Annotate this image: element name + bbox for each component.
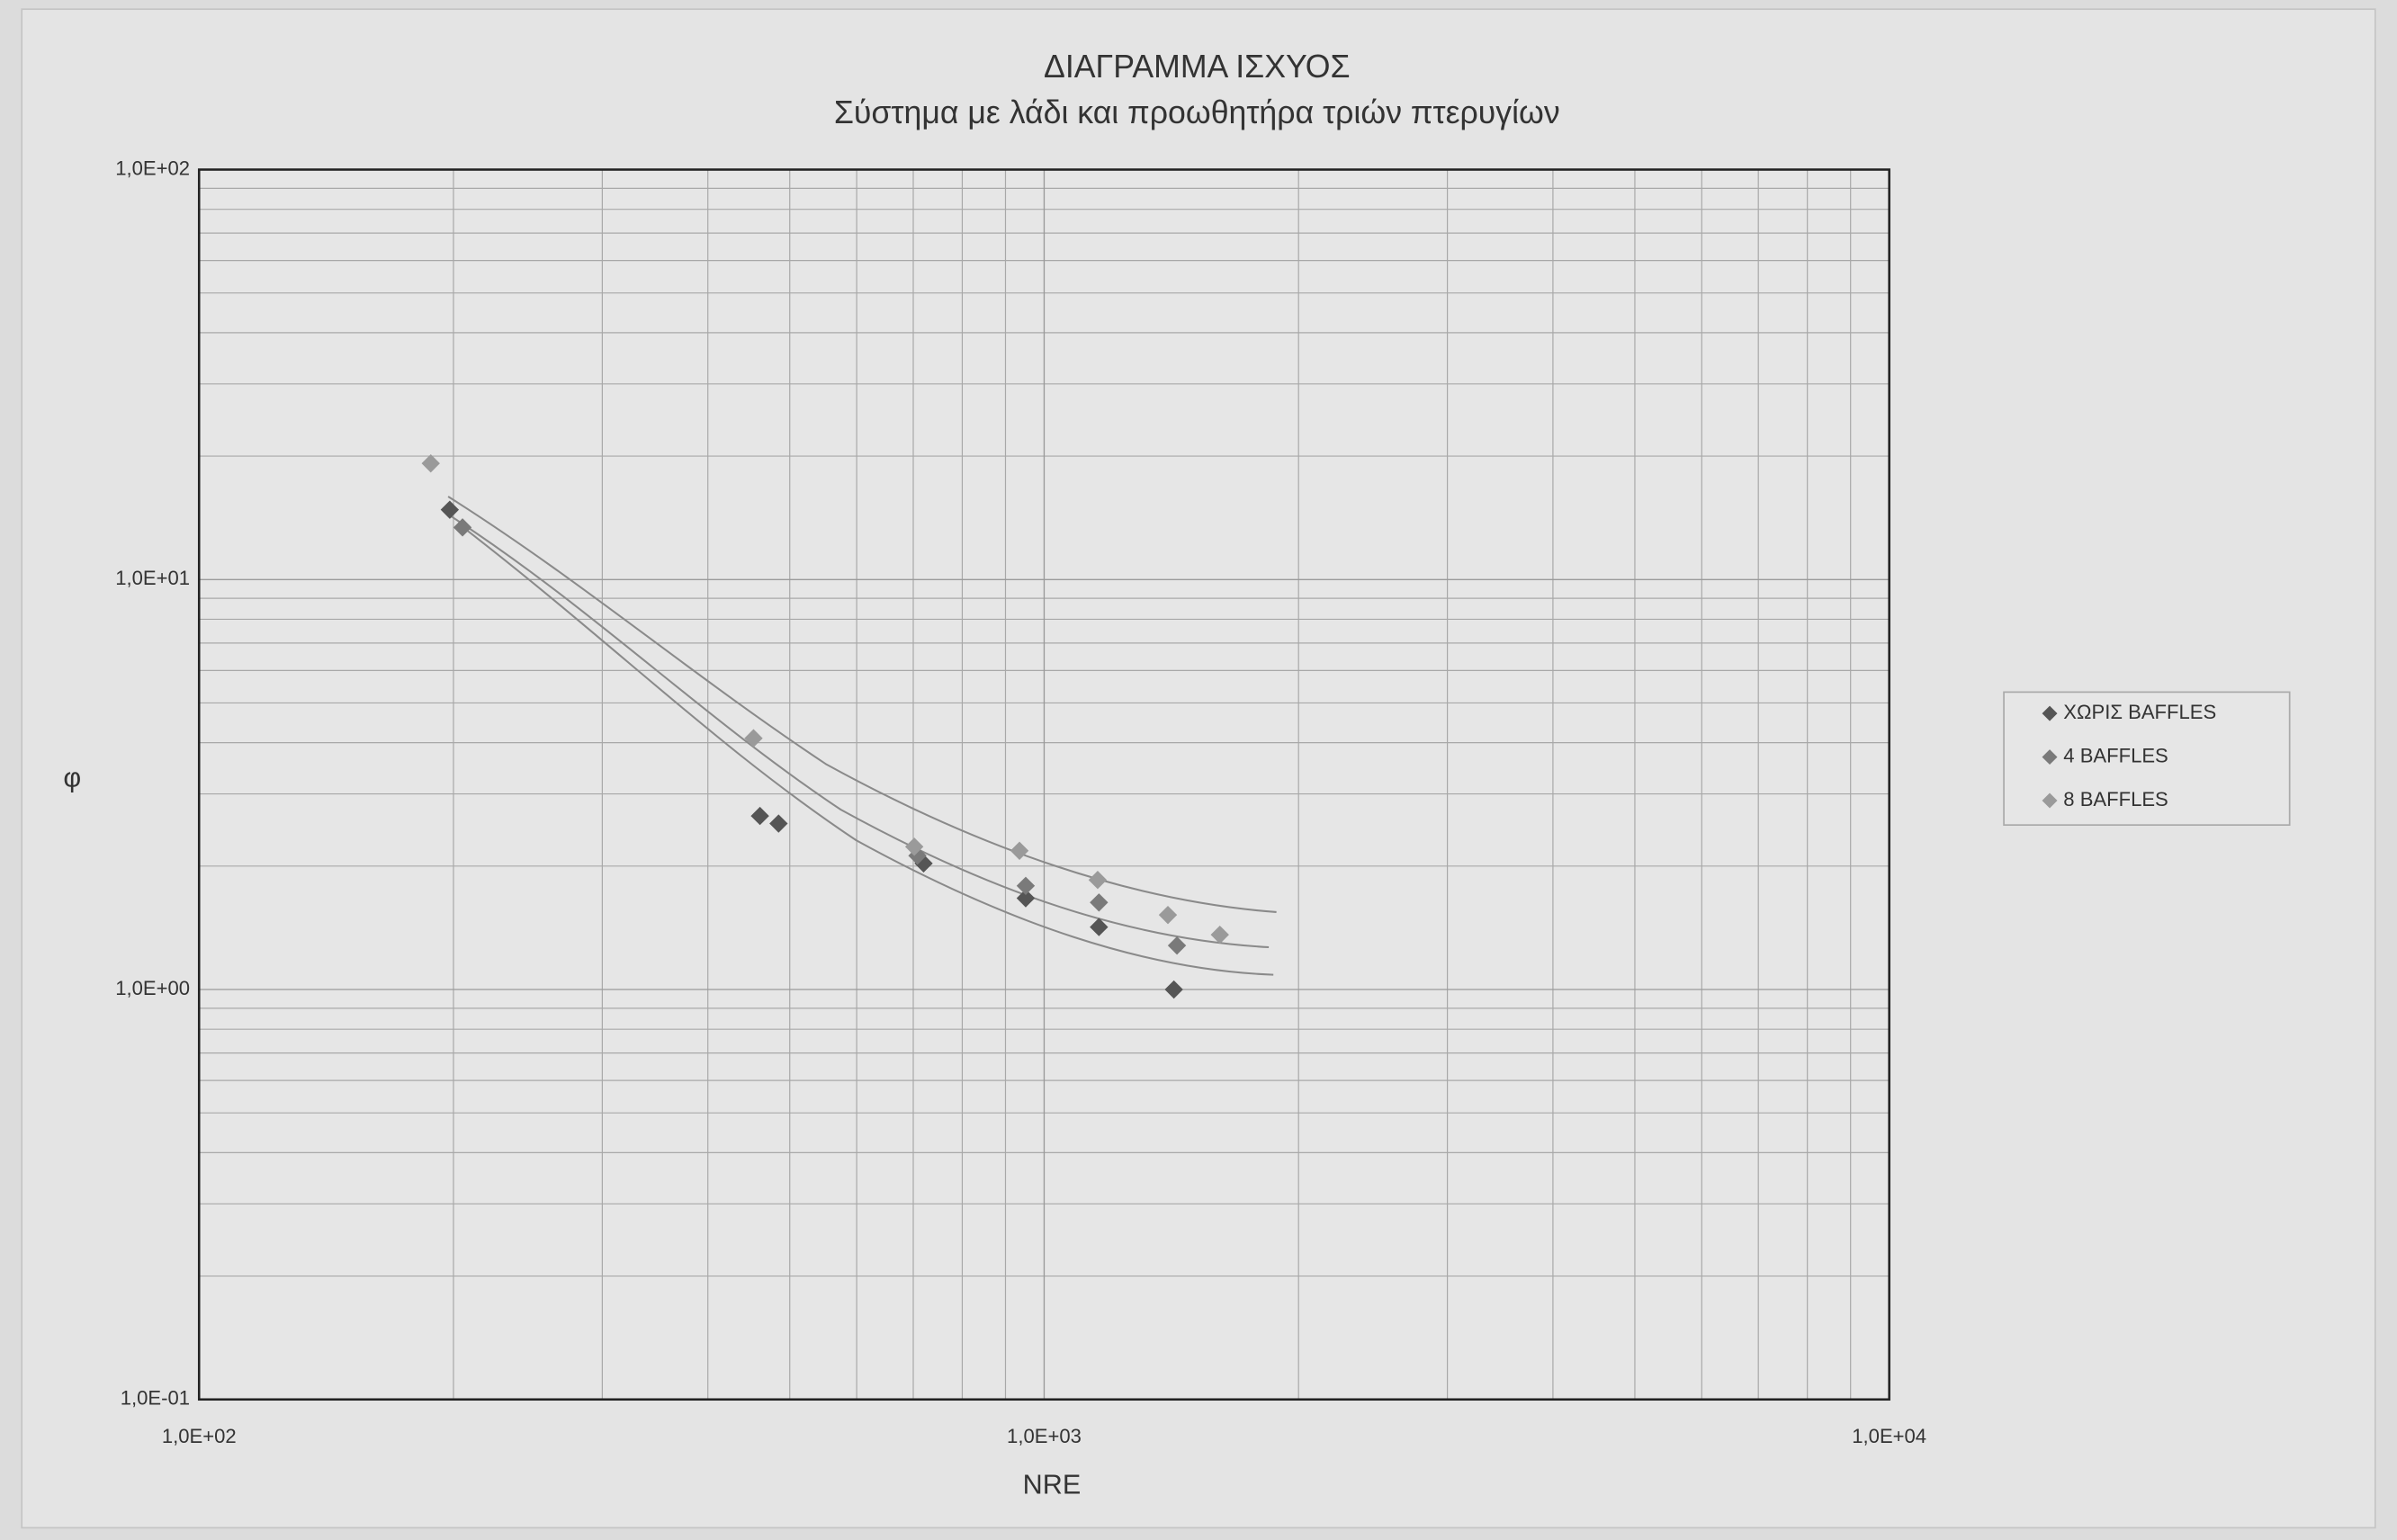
legend-label: ΧΩΡΙΣ BAFFLES <box>2063 701 2216 723</box>
x-axis-label: NRE <box>1023 1470 1082 1500</box>
data-point <box>904 837 924 856</box>
x-tick-label: 1,0E+03 <box>1007 1425 1082 1447</box>
legend-label: 4 BAFFLES <box>2063 744 2168 766</box>
legend-label: 8 BAFFLES <box>2063 788 2168 810</box>
y-tick-label: 1,0E-01 <box>121 1387 190 1410</box>
legend-marker <box>2042 749 2058 766</box>
chart-title: ΔΙΑΓΡΑΜΜΑ ΙΣΧΥΟΣ <box>1044 49 1350 85</box>
chart-subtitle: Σύστημα με λάδι και προωθητήρα τριών πτε… <box>834 94 1560 130</box>
plot-border <box>197 168 1890 1401</box>
data-point <box>1088 871 1108 890</box>
data-point <box>750 806 769 826</box>
trend-line <box>458 523 1274 976</box>
legend-marker <box>2042 705 2058 721</box>
legend-marker <box>2042 792 2058 809</box>
y-tick-label: 1,0E+01 <box>115 567 190 589</box>
y-tick-label: 1,0E+00 <box>115 977 190 999</box>
grid <box>198 168 1890 1401</box>
legend: ΧΩΡΙΣ BAFFLES 4 BAFFLES 8 BAFFLES <box>2042 701 2216 810</box>
x-tick-label: 1,0E+02 <box>162 1425 237 1447</box>
data-point <box>744 729 763 748</box>
data-point <box>769 814 788 833</box>
trend-line <box>447 496 1277 913</box>
y-axis-label: φ <box>63 762 81 792</box>
trend-line <box>450 515 1270 949</box>
data-point <box>1167 936 1187 955</box>
y-tick-label: 1,0E+02 <box>115 157 190 179</box>
x-tick-label: 1,0E+04 <box>1852 1425 1926 1447</box>
